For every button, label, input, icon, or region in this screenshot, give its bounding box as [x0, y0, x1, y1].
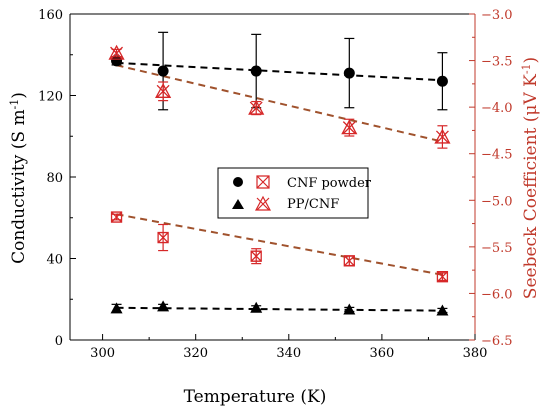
data-point-circle	[157, 65, 169, 77]
fit-line	[116, 61, 443, 82]
legend-marker-boxed-x	[256, 175, 270, 189]
right-axis-title-sup: -1	[520, 63, 533, 74]
legend-label-pp-cnf: PP/CNF	[287, 197, 339, 212]
data-point-circle	[250, 65, 262, 77]
data-point-triangle	[157, 300, 170, 312]
data-point-triangle-x	[341, 119, 358, 135]
left-tick-label: 0	[55, 334, 63, 349]
data-point-triangle	[250, 301, 263, 313]
right-tick-label: −4.0	[481, 101, 513, 116]
data-point-boxed-x	[343, 255, 355, 267]
left-axis-title-main: Conductivity (S m	[9, 109, 29, 264]
right-tick-label: −3.0	[481, 8, 513, 23]
data-point-circle	[343, 67, 355, 79]
x-tick-label: 300	[90, 346, 115, 361]
data-point-triangle-x	[108, 44, 125, 60]
data-point-triangle-x	[248, 99, 265, 115]
fit-lines	[116, 61, 443, 312]
right-axis-title-end: )	[521, 57, 541, 64]
x-tick-label: 340	[276, 346, 301, 361]
x-tick-label: 380	[463, 346, 488, 361]
right-axis-title: Seebeck Coefficient (μV K-1)	[520, 57, 542, 299]
data-point-boxed-x	[250, 250, 262, 262]
right-tick-label: −6.0	[481, 287, 513, 302]
data-point-triangle	[110, 302, 123, 314]
right-axis-title-main: Seebeck Coefficient (μV K	[521, 74, 541, 299]
x-tick-label: 320	[183, 346, 208, 361]
data-point-boxed-x	[436, 271, 449, 283]
data-point-circle	[436, 75, 448, 87]
legend-marker-pp-cnf	[232, 199, 244, 209]
data-point-triangle	[436, 304, 449, 316]
legend-marker-triangle-x	[254, 195, 272, 211]
left-axis-title-end: )	[9, 92, 29, 99]
right-tick-label: −5.5	[481, 241, 513, 256]
data-point-triangle-x	[155, 82, 172, 98]
fit-line	[116, 306, 443, 312]
right-axis-ticks: −6.5 −6.0 −5.5 −5.0 −4.5 −4.0 −3.5 −3.0	[469, 8, 513, 349]
legend-box	[217, 167, 369, 219]
left-axis-title-sup: -1	[8, 99, 21, 110]
right-tick-label: −3.5	[481, 55, 513, 70]
data-point-triangle	[343, 303, 356, 315]
x-tick-label: 360	[369, 346, 394, 361]
data-point-triangle-x	[434, 128, 451, 144]
left-tick-label: 80	[46, 171, 63, 186]
right-tick-label: −4.5	[481, 148, 513, 163]
x-axis-ticks: 300 320 340 360 380	[90, 334, 487, 361]
series-layer	[108, 31, 451, 316]
left-axis-ticks: 0 40 80 120 160	[38, 8, 76, 349]
left-tick-label: 120	[38, 90, 63, 105]
fit-line	[116, 213, 443, 276]
data-point-boxed-x	[110, 211, 123, 223]
legend-marker-cnf-powder	[233, 177, 243, 187]
right-tick-label: −6.5	[481, 334, 513, 349]
left-tick-label: 160	[38, 8, 63, 23]
right-tick-label: −5.0	[481, 194, 513, 209]
data-point-boxed-x	[157, 231, 169, 244]
legend: CNF powder PP/CNF	[217, 167, 372, 219]
fit-line	[116, 64, 443, 143]
x-axis-title: Temperature (K)	[184, 387, 327, 407]
left-tick-label: 40	[46, 253, 63, 268]
left-axis-title: Conductivity (S m-1)	[8, 92, 30, 264]
legend-label-cnf-powder: CNF powder	[287, 176, 372, 191]
data-point-circle	[111, 55, 123, 67]
